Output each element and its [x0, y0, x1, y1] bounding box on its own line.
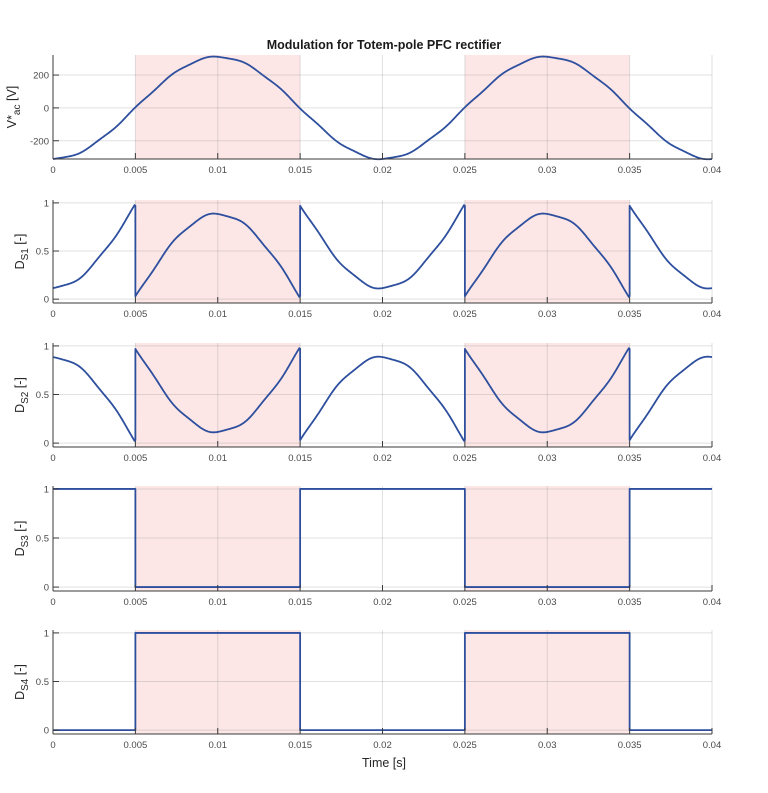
x-tick-label: 0.015	[288, 309, 312, 320]
shaded-region	[464, 343, 630, 447]
x-tick-label: 0.005	[123, 453, 147, 464]
shaded-region	[464, 486, 630, 591]
x-tick-label: 0.02	[373, 453, 392, 464]
x-tick-label: 0	[50, 453, 55, 464]
x-tick-label: 0.035	[618, 597, 642, 608]
y-tick-label: 0	[44, 726, 49, 737]
y-tick-label: 200	[33, 71, 49, 82]
x-tick-label: 0.02	[373, 597, 392, 608]
subplot-ds1: 0 0.005 0.01 0.015 0.02 0.025 0.03 0.035 0.04 0 0.…	[13, 198, 721, 320]
x-tick-label: 0.04	[703, 165, 722, 176]
x-tick-label: 0	[50, 740, 55, 751]
shaded-region	[135, 630, 301, 734]
y-tick-label: 0.5	[36, 677, 49, 688]
x-tick-label: 0.035	[618, 740, 642, 751]
x-tick-label: 0.025	[453, 597, 477, 608]
x-tick-label: 0.025	[453, 309, 477, 320]
x-tick-label: 0.02	[373, 165, 392, 176]
x-tick-label: 0.035	[618, 309, 642, 320]
x-axis-label: Time [s]	[362, 756, 406, 770]
x-tick-label: 0.01	[209, 740, 228, 751]
y-tick-label: 0	[44, 295, 49, 306]
x-tick-label: 0.04	[703, 453, 722, 464]
y-axis-label: DS2 [-]	[13, 377, 31, 413]
x-tick-label: 0.04	[703, 597, 722, 608]
x-tick-label: 0.015	[288, 740, 312, 751]
x-tick-label: 0.04	[703, 309, 722, 320]
x-tick-label: 0	[50, 309, 55, 320]
x-tick-label: 0.03	[538, 453, 557, 464]
x-tick-label: 0.025	[453, 453, 477, 464]
shaded-region	[135, 55, 301, 159]
x-tick-label: 0.025	[453, 165, 477, 176]
x-tick-label: 0.03	[538, 597, 557, 608]
shaded-region	[464, 55, 630, 159]
y-tick-label: 1	[44, 628, 49, 639]
x-tick-label: 0.005	[123, 597, 147, 608]
y-tick-label: 0.5	[36, 390, 49, 401]
x-tick-label: 0.03	[538, 165, 557, 176]
y-tick-label: 0	[44, 583, 49, 594]
subplot-ds4: 0 0.005 0.01 0.015 0.02 0.025 0.03 0.035 0.04 0 0.…	[13, 628, 721, 751]
subplots: 0 0.005 0.01 0.015 0.02 0.025 0.03 0.035 0.04 -20…	[5, 55, 721, 751]
series-line-ds1	[52, 204, 713, 298]
x-tick-label: 0.02	[373, 309, 392, 320]
x-tick-label: 0.015	[288, 165, 312, 176]
y-tick-label: 0	[44, 103, 49, 114]
shaded-region	[135, 343, 301, 447]
x-tick-label: 0.005	[123, 740, 147, 751]
x-tick-label: 0.035	[618, 453, 642, 464]
y-axis-label: DS1 [-]	[13, 234, 31, 270]
x-tick-label: 0.03	[538, 740, 557, 751]
y-tick-label: 0	[44, 439, 49, 450]
y-tick-label: 1	[44, 198, 49, 209]
x-tick-label: 0.035	[618, 165, 642, 176]
y-axis-label: DS3 [-]	[13, 521, 31, 557]
y-axis-label: V*ac [V]	[5, 86, 23, 129]
x-tick-label: 0.04	[703, 740, 722, 751]
y-tick-label: 1	[44, 341, 49, 352]
x-tick-label: 0.01	[209, 453, 228, 464]
y-tick-label: 0.5	[36, 534, 49, 545]
shaded-region	[135, 486, 301, 591]
subplot-vac: 0 0.005 0.01 0.015 0.02 0.025 0.03 0.035 0.04 -20…	[5, 55, 721, 176]
y-tick-label: 1	[44, 484, 49, 495]
x-tick-label: 0.01	[209, 597, 228, 608]
x-tick-label: 0.015	[288, 597, 312, 608]
y-tick-label: 0.5	[36, 247, 49, 258]
x-tick-label: 0	[50, 165, 55, 176]
x-tick-label: 0.03	[538, 309, 557, 320]
x-tick-label: 0.005	[123, 309, 147, 320]
series-line-ds2	[52, 347, 713, 442]
x-tick-label: 0.01	[209, 309, 228, 320]
subplot-ds3: 0 0.005 0.01 0.015 0.02 0.025 0.03 0.035 0.04 0 0.…	[13, 484, 721, 608]
x-tick-label: 0.025	[453, 740, 477, 751]
figure-title: Modulation for Totem-pole PFC rectifier	[267, 38, 502, 52]
y-axis-label: DS4 [-]	[13, 664, 31, 700]
x-tick-label: 0.005	[123, 165, 147, 176]
shaded-region	[464, 200, 630, 303]
series-line-ds3	[53, 488, 712, 588]
x-tick-label: 0.015	[288, 453, 312, 464]
y-tick-label: -200	[30, 136, 49, 147]
x-tick-label: 0.02	[373, 740, 392, 751]
shaded-region	[464, 630, 630, 734]
x-tick-label: 0	[50, 597, 55, 608]
shaded-region	[135, 200, 301, 303]
subplot-ds2: 0 0.005 0.01 0.015 0.02 0.025 0.03 0.035 0.04 0 0.…	[13, 341, 721, 464]
x-tick-label: 0.01	[209, 165, 228, 176]
